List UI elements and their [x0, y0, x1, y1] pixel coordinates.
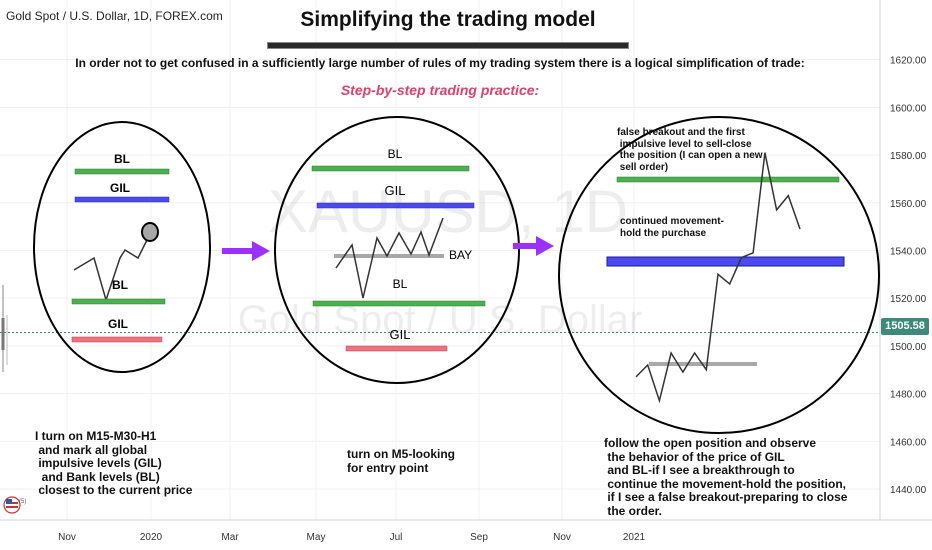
step-heading: Step-by-step trading practice: — [340, 82, 540, 98]
panel-2-label-gil-top: GIL — [385, 183, 406, 198]
y-tick-label: 1600.00 — [890, 103, 927, 114]
panel-2: BL GIL BAY BL GIL — [274, 116, 520, 384]
y-tick-label: 1560.00 — [890, 199, 927, 210]
x-tick-label: Sep — [470, 532, 488, 543]
x-tick-label: Mar — [221, 532, 239, 543]
arrow-1 — [222, 241, 270, 261]
x-tick-label: 2020 — [140, 532, 163, 543]
arrow-2 — [513, 236, 554, 256]
x-tick-label: 2021 — [623, 532, 646, 543]
x-tick-label: Nov — [58, 532, 76, 543]
panel-2-gil-top-level — [316, 202, 475, 209]
symbol-label: Gold Spot / U.S. Dollar, 1D, FOREX.com — [6, 9, 223, 23]
panel-3-caption: follow the open position and observe the… — [604, 436, 848, 518]
intro-text: In order not to get confused in a suffic… — [75, 56, 805, 70]
panel-1-price-path — [73, 237, 149, 303]
time-axis[interactable]: Nov 2020 Mar May Jul Sep Nov 2021 — [58, 532, 645, 543]
svg-text:(5): (5) — [19, 499, 26, 505]
left-edge-candles — [1, 285, 8, 372]
panel-3-ellipse — [558, 116, 880, 434]
panel-2-bay-level — [334, 254, 444, 258]
panel-1-label-bl-bottom: BL — [112, 278, 128, 292]
y-tick-label: 1480.00 — [890, 390, 927, 401]
panel-2-label-bl-top: BL — [388, 147, 403, 161]
panel-1-label-bl-top: BL — [114, 152, 130, 166]
panel-2-label-gil-bottom: GIL — [390, 327, 411, 342]
x-tick-label: Nov — [553, 532, 571, 543]
panel-1-caption: I turn on M15-M30-H1 and mark all global… — [35, 429, 193, 498]
x-tick-label: May — [307, 532, 326, 543]
panel-1-ellipse — [33, 121, 211, 373]
panel-3 — [558, 116, 880, 434]
watermark-ticker: XAUUSD, 1D — [268, 178, 628, 245]
panel-3-note-top: false breakout and the first impulsive l… — [617, 127, 763, 173]
panel-1: BL GIL BL GIL — [33, 121, 211, 373]
y-tick-label: 1520.00 — [890, 294, 927, 305]
panel-3-note-mid: continued movement- hold the purchase — [620, 216, 724, 239]
x-tick-label: Jul — [390, 532, 403, 543]
panel-2-bl-bottom-level — [312, 300, 486, 307]
panel-2-label-bl-bottom: BL — [393, 277, 408, 291]
panel-1-label-gil-top: GIL — [110, 181, 130, 195]
panel-3-bl-level — [616, 176, 840, 183]
panel-1-label-gil-bottom: GIL — [108, 317, 128, 331]
panel-2-gil-bottom-level — [345, 345, 448, 352]
y-tick-label: 1620.00 — [890, 56, 927, 67]
panel-2-price-path — [335, 217, 444, 299]
panel-1-bl-bottom-level — [71, 298, 166, 305]
panel-2-caption: turn on M5-looking for entry point — [347, 447, 455, 475]
panel-2-bl-top-level — [311, 165, 470, 172]
panel-2-label-bay: BAY — [449, 248, 472, 262]
y-tick-label: 1440.00 — [890, 485, 927, 496]
y-tick-label: 1580.00 — [890, 151, 927, 162]
panel-1-gil-top-level — [74, 196, 170, 203]
y-tick-label: 1540.00 — [890, 246, 927, 257]
y-tick-label: 1460.00 — [890, 437, 927, 448]
title-underline — [267, 42, 629, 49]
panel-3-price-path — [635, 152, 801, 404]
y-tick-label: 1500.00 — [890, 342, 927, 353]
panel-1-bl-top-level — [74, 168, 170, 175]
page-title: Simplifying the trading model — [300, 8, 596, 31]
current-price-tag: 1505.58 — [881, 318, 929, 335]
panel-1-marker — [141, 222, 159, 242]
panel-2-ellipse — [274, 116, 520, 384]
panel-3-gil-level — [606, 256, 845, 267]
flag-badge[interactable]: (5) — [2, 494, 26, 514]
price-axis[interactable]: 1440.00 1460.00 1480.00 1500.00 1520.00 1540.… — [890, 56, 927, 496]
panel-1-gil-bottom-level — [71, 336, 163, 343]
